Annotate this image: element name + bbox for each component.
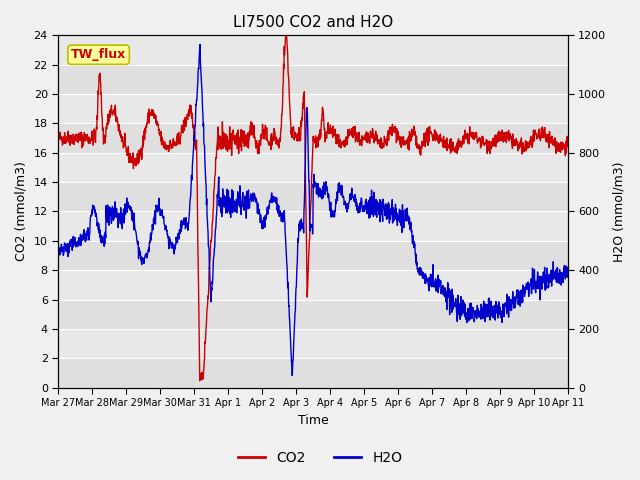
- Bar: [58, 300, 568, 329]
- Bar: [58, 65, 568, 94]
- Bar: [58, 241, 568, 270]
- Bar: [58, 358, 568, 388]
- X-axis label: Time: Time: [298, 414, 328, 427]
- Bar: [58, 182, 568, 212]
- Text: TW_flux: TW_flux: [71, 48, 126, 61]
- Bar: [58, 123, 568, 153]
- Y-axis label: CO2 (mmol/m3): CO2 (mmol/m3): [15, 162, 28, 262]
- Y-axis label: H2O (mmol/m3): H2O (mmol/m3): [612, 161, 625, 262]
- Legend: CO2, H2O: CO2, H2O: [232, 445, 408, 471]
- Title: LI7500 CO2 and H2O: LI7500 CO2 and H2O: [233, 15, 393, 30]
